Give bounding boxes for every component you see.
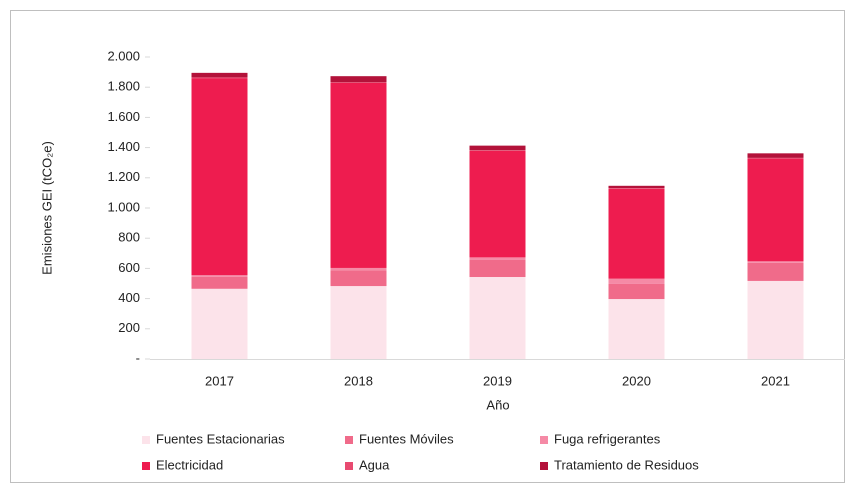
legend-swatch (345, 462, 353, 470)
bar-segment (330, 267, 387, 271)
bar-segment (747, 280, 804, 359)
y-tick-label: 400 (118, 290, 140, 305)
legend-label: Fuentes Móviles (359, 431, 454, 446)
bar-segment (469, 259, 526, 278)
bar-segment (608, 185, 665, 189)
legend-swatch (142, 436, 150, 444)
y-tick-label: 200 (118, 320, 140, 335)
bar-segment (608, 299, 665, 359)
x-tick-label: 2018 (344, 373, 373, 388)
legend-swatch (540, 436, 548, 444)
bar-segment (330, 82, 387, 83)
y-tick-label: 1.200 (107, 169, 140, 184)
bar-segment (469, 150, 526, 151)
y-tick-label: 800 (118, 230, 140, 245)
x-tick-label: 2019 (483, 373, 512, 388)
x-tick-label: 2020 (622, 373, 651, 388)
x-tick-label: 2021 (761, 373, 790, 388)
y-axis-label: Emisiones GEI (tCO₂e) (39, 141, 54, 275)
legend-label: Fuga refrigerantes (554, 431, 661, 446)
y-tick-label: 600 (118, 260, 140, 275)
chart-frame (10, 10, 845, 483)
bar-segment (469, 277, 526, 359)
bar-segment (747, 157, 804, 159)
legend-swatch (540, 462, 548, 470)
bar-segment (608, 188, 665, 279)
bar-segment (747, 158, 804, 262)
bar-segment (191, 276, 248, 289)
legend-label: Tratamiento de Residuos (554, 457, 699, 472)
bar-segment (330, 76, 387, 83)
x-axis-label: Año (486, 397, 509, 412)
legend-label: Electricidad (156, 457, 223, 472)
bar-segment (469, 257, 526, 260)
bar-segment (608, 283, 665, 300)
y-tick-label: 1.600 (107, 109, 140, 124)
bar-segment (330, 270, 387, 287)
bar-segment (469, 145, 526, 151)
y-tick-label: 1.000 (107, 199, 140, 214)
y-tick-label: 1.800 (107, 79, 140, 94)
y-tick-label: 1.400 (107, 139, 140, 154)
bar-segment (747, 262, 804, 281)
bar-segment (608, 278, 665, 284)
legend-label: Agua (359, 457, 390, 472)
bar-segment (747, 261, 804, 263)
bar-segment (191, 275, 248, 277)
bar-segment (747, 153, 804, 158)
bar-segment (191, 72, 248, 78)
legend-label: Fuentes Estacionarias (156, 431, 285, 446)
y-tick-label: - (136, 350, 140, 365)
y-tick-label: 2.000 (107, 48, 140, 63)
bar-segment (191, 288, 248, 359)
x-tick-label: 2017 (205, 373, 234, 388)
bar-segment (191, 77, 248, 79)
bar-segment (191, 78, 248, 276)
bar-segment (469, 150, 526, 258)
bar-segment (330, 82, 387, 268)
legend-swatch (345, 436, 353, 444)
bar-segment (608, 188, 665, 189)
legend-swatch (142, 462, 150, 470)
bar-segment (330, 286, 387, 359)
